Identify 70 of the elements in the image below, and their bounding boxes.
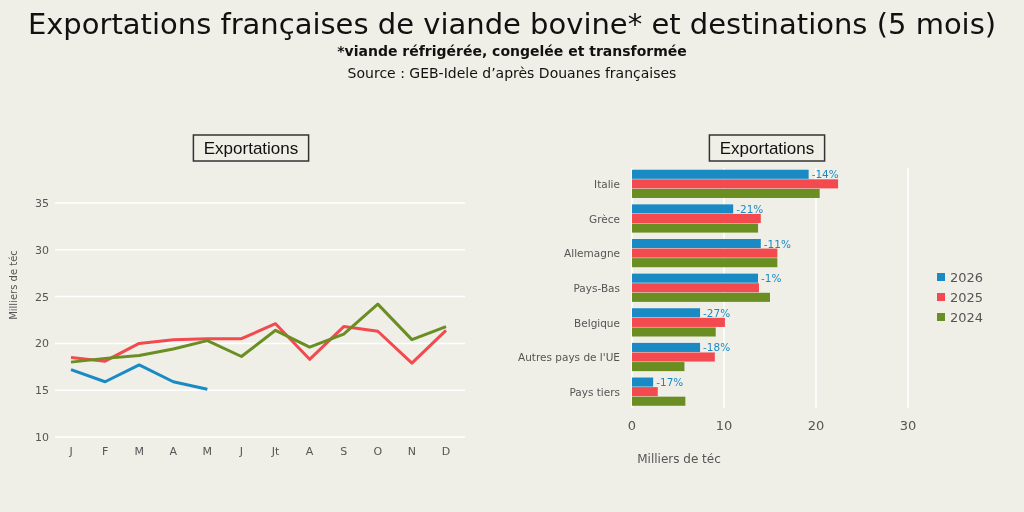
bar <box>632 248 778 258</box>
annotation: -1% <box>761 272 782 285</box>
source-note: Source : GEB-Idele d’après Douanes françaises <box>347 65 677 81</box>
x-tick-label: M <box>134 445 144 458</box>
y-tick-label: Grèce <box>589 212 620 225</box>
y-tick-label: Allemagne <box>564 247 620 260</box>
bar <box>632 387 658 397</box>
y-tick-label: Belgique <box>574 316 620 329</box>
y-tick-label: 30 <box>35 243 49 257</box>
x-axis-title: Milliers de téc <box>637 452 721 466</box>
bar <box>632 292 770 302</box>
x-tick-label: Jt <box>270 445 281 458</box>
y-tick-label: Italie <box>594 178 620 191</box>
chart-title: Exportations <box>203 139 299 158</box>
y-axis-title: Milliers de téc <box>8 250 19 320</box>
annotation: -27% <box>703 306 731 319</box>
x-tick-label: J <box>68 445 73 458</box>
annotation: -18% <box>703 341 731 354</box>
bar <box>632 258 778 268</box>
x-tick-label: J <box>238 445 244 458</box>
legend-label: 2024 <box>950 310 984 325</box>
x-tick-label: 20 <box>807 418 825 433</box>
bar <box>632 327 716 337</box>
bar <box>632 308 701 318</box>
x-tick-label: F <box>101 445 109 458</box>
annotation: -17% <box>656 376 684 389</box>
x-tick-label: 0 <box>627 418 637 433</box>
y-tick-label: Pays tiers <box>569 385 620 398</box>
bar <box>632 239 761 249</box>
x-tick-label: S <box>340 445 348 458</box>
annotation: -14% <box>811 168 839 181</box>
x-tick-label: N <box>407 445 417 458</box>
annotation: -21% <box>736 202 764 215</box>
line-series <box>69 302 448 364</box>
legend-label: 2025 <box>950 290 984 305</box>
text: *viande réfrigérée, congelée et transformée <box>337 43 687 59</box>
bar <box>632 204 734 214</box>
bar <box>632 169 809 179</box>
y-tick-label: 35 <box>35 197 49 210</box>
annotation: -11% <box>763 237 791 250</box>
y-tick-label: Autres pays de l'UE <box>517 351 620 364</box>
chart-title: Exportations <box>719 139 815 158</box>
bar <box>632 396 686 406</box>
bar <box>632 283 759 293</box>
legend-label: 2026 <box>950 270 984 285</box>
x-tick-label: 30 <box>899 418 917 433</box>
x-tick-label: A <box>305 445 314 458</box>
bar <box>632 223 759 233</box>
bar <box>632 377 654 387</box>
bar <box>632 352 715 362</box>
y-tick-label: 10 <box>35 431 49 444</box>
bar <box>632 273 759 283</box>
y-tick-label: Pays-Bas <box>573 282 620 294</box>
x-tick-label: 10 <box>715 418 733 433</box>
bar <box>632 317 725 327</box>
x-tick-label: D <box>441 445 451 458</box>
bar <box>632 179 839 189</box>
x-tick-label: O <box>373 445 383 458</box>
y-tick-label: 25 <box>35 290 49 304</box>
y-tick-label: 15 <box>35 384 49 398</box>
x-tick-label: M <box>202 445 213 458</box>
y-tick-label: 20 <box>35 337 49 351</box>
bar <box>632 362 685 372</box>
bar <box>632 213 761 224</box>
x-tick-label: A <box>169 445 178 458</box>
line-series <box>69 363 209 391</box>
line-series <box>69 322 448 365</box>
text: Exportations françaises de viande bovine* et destinations (5 mois) <box>27 7 997 41</box>
bar <box>632 188 820 198</box>
bar <box>632 342 701 352</box>
